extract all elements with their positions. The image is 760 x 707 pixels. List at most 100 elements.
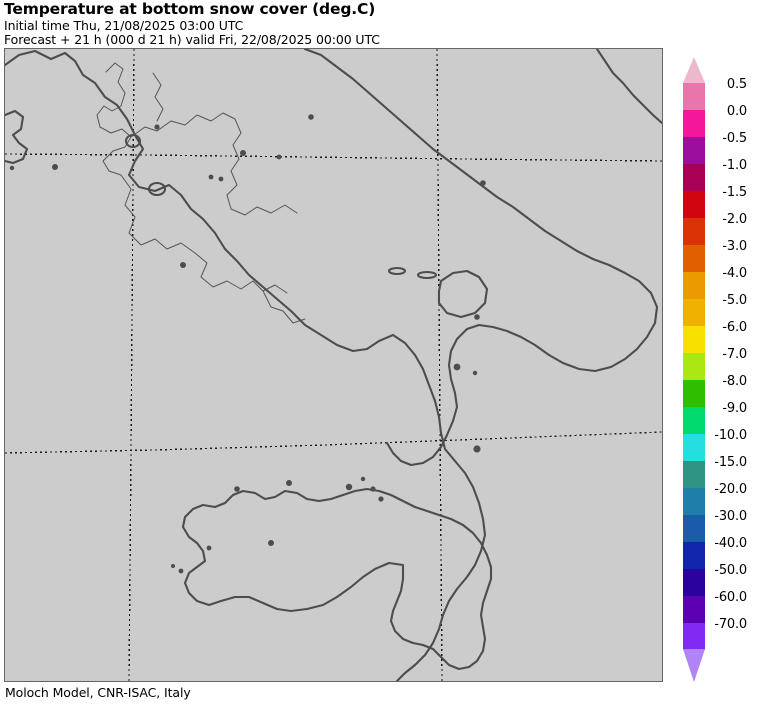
colorbar-tick: -8.0 <box>722 374 747 389</box>
graticule-parallel-north <box>5 153 662 162</box>
colorbar-tick: -40.0 <box>714 536 747 551</box>
region-border-abruzzo <box>130 112 236 138</box>
coastline-tyrrhenian <box>5 49 487 681</box>
colorbar-tick: 0.5 <box>726 77 747 92</box>
colorbar-band <box>683 434 705 461</box>
colorbar-band <box>683 623 705 649</box>
colorbar-band <box>683 272 705 299</box>
colorbar-band <box>683 191 705 218</box>
colorbar-tick: -9.0 <box>722 401 747 416</box>
island-dot <box>286 480 292 486</box>
islands <box>9 114 486 574</box>
colorbar-tick: -0.5 <box>722 131 747 146</box>
colorbar-band <box>683 83 705 110</box>
colorbar-extend-top <box>683 57 705 83</box>
colorbar-tick: -60.0 <box>714 590 747 605</box>
region-border-puglia-inner <box>230 204 298 216</box>
colorbar-band <box>683 299 705 326</box>
region-border-campania <box>120 174 196 254</box>
island-dot <box>276 154 282 160</box>
colorbar-band <box>683 407 705 434</box>
colorbar-band <box>683 353 705 380</box>
lake-lesina <box>416 270 438 280</box>
colorbar-band <box>683 218 705 245</box>
map-canvas <box>5 49 662 681</box>
colorbar-band <box>683 380 705 407</box>
coastline-adriatic <box>303 49 659 467</box>
region-borders <box>96 62 306 324</box>
coastline-sicily <box>181 487 493 671</box>
island-dot <box>52 164 58 170</box>
colorbar-band <box>683 110 705 137</box>
colorbar-tick: -6.0 <box>722 320 747 335</box>
colorbar-band <box>683 245 705 272</box>
colorbar-bands <box>683 83 705 649</box>
colorbar-band <box>683 569 705 596</box>
colorbar-tick-labels: 0.5 0.0 -0.5 -1.0 -1.5 -2.0 -3.0 -4.0 -5… <box>712 57 760 682</box>
island-dot <box>208 174 214 180</box>
region-border-inner-1 <box>152 72 164 122</box>
colorbar-tick: -7.0 <box>722 347 747 362</box>
colorbar-tick: -4.0 <box>722 266 747 281</box>
island-dot <box>180 262 186 268</box>
colorbar-band <box>683 515 705 542</box>
graticule-parallel-south <box>5 431 662 454</box>
coastline-balkan <box>595 49 662 125</box>
lake-bolsena <box>124 133 142 149</box>
coastline-sardinia-sliver <box>5 109 29 165</box>
island-dot <box>171 564 175 568</box>
page-title: Temperature at bottom snow cover (deg.C) <box>4 0 376 18</box>
island-dot <box>154 124 160 130</box>
colorbar-band <box>683 164 705 191</box>
colorbar-tick: -15.0 <box>714 455 747 470</box>
colorbar-band <box>683 596 705 623</box>
region-border-lazio <box>96 62 132 176</box>
model-credit: Moloch Model, CNR-ISAC, Italy <box>5 685 191 700</box>
colorbar-tick: -10.0 <box>714 428 747 443</box>
coastlines <box>5 49 662 681</box>
island-dot <box>268 540 274 546</box>
island-dot <box>472 370 478 376</box>
colorbar-tick: -1.0 <box>722 158 747 173</box>
region-border-basilicata <box>194 252 288 294</box>
colorbar-tick: -2.0 <box>722 212 747 227</box>
island-aeolian <box>345 483 353 491</box>
forecast-valid-line: Forecast + 21 h (000 d 21 h) valid Fri, … <box>4 32 380 47</box>
colorbar-tick: 0.0 <box>726 104 747 119</box>
island-dot <box>474 314 480 320</box>
island-dot <box>178 568 184 574</box>
colorbar-band <box>683 326 705 353</box>
island-dot <box>453 363 461 371</box>
island-dot <box>473 445 481 453</box>
island-dot <box>480 180 486 186</box>
initial-time-line: Initial time Thu, 21/08/2025 03:00 UTC <box>4 18 244 33</box>
island-aeolian <box>370 486 376 492</box>
graticule-meridian-east <box>436 49 443 681</box>
lake-bracciano <box>147 181 167 197</box>
island-dot <box>9 165 15 171</box>
colorbar-tick: -50.0 <box>714 563 747 578</box>
colorbar-extend-bottom <box>683 649 705 682</box>
colorbar-tick: -70.0 <box>714 617 747 632</box>
island-aeolian <box>360 476 366 482</box>
map-panel[interactable] <box>4 48 663 682</box>
colorbar <box>683 57 705 682</box>
map-background <box>5 49 662 681</box>
region-border-molise <box>226 118 242 210</box>
colorbar-swatches <box>683 57 705 682</box>
coastline-gargano <box>437 269 489 319</box>
island-aeolian <box>378 496 384 502</box>
colorbar-tick: -5.0 <box>722 293 747 308</box>
lake-varano <box>387 266 407 276</box>
colorbar-band <box>683 137 705 164</box>
header-block: Temperature at bottom snow cover (deg.C)… <box>4 0 684 47</box>
region-border-inner-2 <box>262 290 306 324</box>
colorbar-tick: -30.0 <box>714 509 747 524</box>
colorbar-tick: -3.0 <box>722 239 747 254</box>
island-dot <box>206 545 212 551</box>
colorbar-band <box>683 542 705 569</box>
island-dot <box>218 176 224 182</box>
colorbar-tick: -1.5 <box>722 185 747 200</box>
colorbar-tick: -20.0 <box>714 482 747 497</box>
island-dot <box>234 486 240 492</box>
